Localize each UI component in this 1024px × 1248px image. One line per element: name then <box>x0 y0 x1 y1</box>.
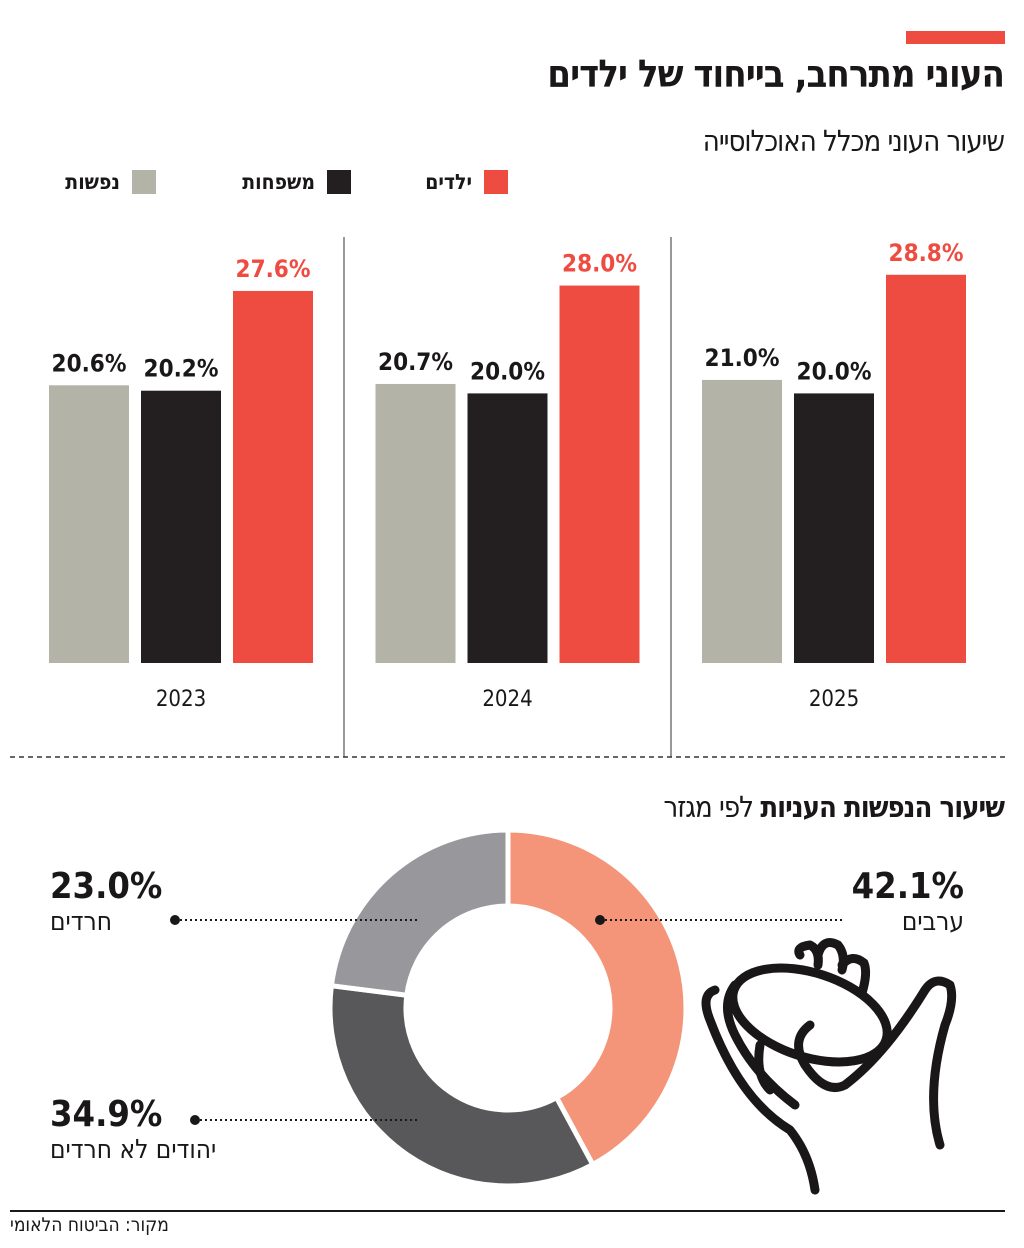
leader-dot-haredi <box>170 915 180 925</box>
donut-chart <box>170 827 845 1189</box>
slice-value-jewish: 34.9% <box>50 1094 163 1135</box>
bar-families-2024 <box>467 393 548 663</box>
bar-label-families-2025: 20.0% <box>797 357 872 385</box>
legend-label-children: ילדים <box>425 170 472 194</box>
bar-persons-2025 <box>702 379 782 663</box>
bar-label-children-2023: 27.6% <box>236 255 311 283</box>
bar-children-2024 <box>559 285 640 663</box>
page-title: העוני מתרחב, בייחוד של ילדים <box>547 52 1005 96</box>
leader-dot-arabs <box>595 915 605 925</box>
leader-dot-jewish-non-haredi <box>190 1115 200 1125</box>
donut-title-bold: שיעור הנפשות העניות <box>760 790 1005 824</box>
donut-slice-arabs <box>505 827 689 1168</box>
slice-label-jewish: 34.9% יהודים לא חרדים <box>50 1094 310 1165</box>
bar-label-families-2023: 20.2% <box>144 355 219 383</box>
source-note: מקור: הביטוח הלאומי <box>10 1214 169 1236</box>
bar-families-2023 <box>141 390 221 663</box>
legend-item-families: משפחות <box>242 170 351 194</box>
bar-label-persons-2023: 20.6% <box>52 349 127 377</box>
donut-title: שיעור הנפשות העניות לפי מגזר <box>663 790 1005 824</box>
slice-label-arabs: 42.1% ערבים <box>852 866 964 937</box>
slice-value-arabs: 42.1% <box>851 866 964 907</box>
legend-item-children: ילדים <box>425 170 508 194</box>
year-label-2024: 2024 <box>482 687 532 712</box>
footer-rule <box>10 1210 1005 1212</box>
slice-name-haredi: חרדים <box>50 907 113 937</box>
donut-slice-haredi <box>328 827 511 999</box>
legend-item-persons: נפשות <box>65 170 156 194</box>
bar-children-2023 <box>233 290 313 663</box>
bar-children-2025 <box>886 274 966 663</box>
donut-slice-jewish-non-haredi <box>327 982 597 1189</box>
bar-label-children-2024: 28.0% <box>562 250 637 278</box>
bar-label-persons-2024: 20.7% <box>378 348 453 376</box>
bar-label-families-2024: 20.0% <box>470 357 545 385</box>
chart-subtitle: שיעור העוני מכלל האוכלוסייה <box>702 124 1005 158</box>
year-label-2025: 2025 <box>809 687 859 712</box>
slice-value-haredi: 23.0% <box>50 866 163 907</box>
slice-label-haredi: 23.0% חרדים <box>50 866 250 937</box>
bar-persons-2023 <box>49 385 129 663</box>
bar-persons-2024 <box>375 383 456 663</box>
legend-swatch-families <box>327 170 351 194</box>
hand-holding-coin-icon <box>701 938 957 1195</box>
year-label-2023: 2023 <box>156 687 206 712</box>
bar-chart: 20.6% 20.2% 27.6% 2023 20.7% 20.0% 28.0% 2024 21… <box>10 237 1005 758</box>
legend-swatch-persons <box>132 170 156 194</box>
donut-title-rest: לפי מגזר <box>663 790 754 824</box>
slice-name-arabs: ערבים <box>901 907 964 937</box>
bar-label-children-2025: 28.8% <box>889 239 964 267</box>
legend-label-persons: נפשות <box>65 170 120 194</box>
legend-label-families: משפחות <box>242 170 315 194</box>
legend-swatch-children <box>484 170 508 194</box>
slice-name-jewish: יהודים לא חרדים <box>50 1135 217 1165</box>
bar-families-2025 <box>794 393 874 663</box>
bar-label-persons-2025: 21.0% <box>705 344 780 372</box>
accent-bar <box>906 31 1005 44</box>
